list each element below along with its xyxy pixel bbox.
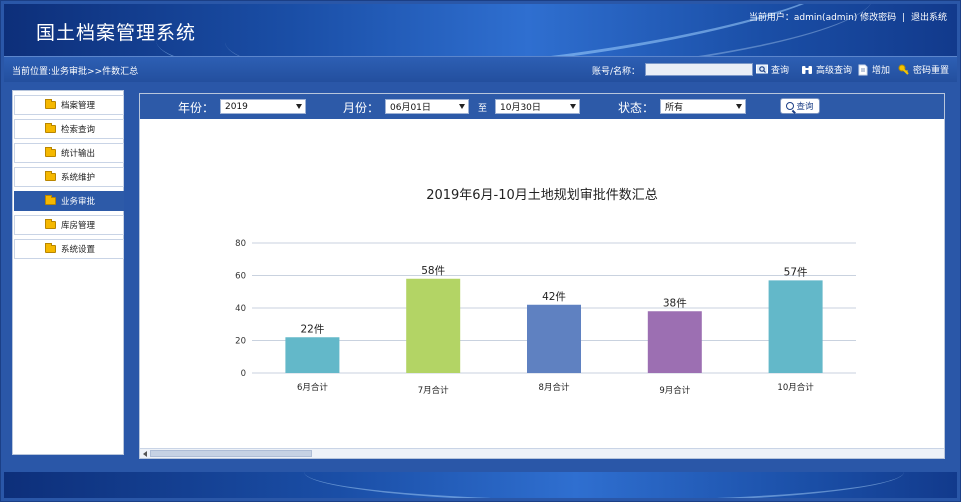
reset-password-button[interactable]: 密码重置 [898, 62, 949, 77]
sidebar-item-statistics-output[interactable]: 统计输出 [14, 143, 124, 163]
year-label: 年份： [178, 101, 215, 115]
app-footer [4, 472, 957, 498]
sidebar-item-label: 系统维护 [61, 173, 96, 183]
sidebar-item-label: 系统设置 [61, 245, 96, 255]
folder-icon [45, 219, 56, 229]
month-end-value: 10月30日 [500, 103, 541, 113]
add-button[interactable]: 增加 [857, 62, 890, 77]
bar-2[interactable] [406, 278, 461, 373]
change-password-link[interactable]: 修改密码 [860, 13, 897, 23]
search-button[interactable]: 查询 [780, 98, 820, 114]
current-user-label: 当前用户：admin(admin) [748, 13, 858, 23]
search-icon [786, 102, 795, 110]
query-button[interactable]: 查询 [756, 62, 789, 77]
key-icon [898, 64, 910, 76]
bar-data-label: 57件 [784, 266, 808, 278]
binoculars-icon [801, 64, 813, 76]
chart-title: 2019年6月-10月土地规划审批件数汇总 [426, 188, 658, 203]
breadcrumb: 当前位置:业务审批>>件数汇总 [12, 67, 139, 77]
bar-chart: 2019年6月-10月土地规划审批件数汇总 0 20 40 60 80 22件 6月合计 5… [235, 188, 856, 396]
user-info: 当前用户：admin(admin) 修改密码 | 退出系统 [749, 10, 947, 23]
bar-data-label: 42件 [542, 291, 566, 303]
x-tick-label: 10月合计 [777, 382, 814, 393]
sidebar: 档案管理 检索查询 统计输出 系统维护 业务审批 库房管理 系统设置 [12, 90, 124, 455]
sidebar-item-label: 检索查询 [61, 125, 96, 135]
year-select-value: 2019 [225, 101, 248, 112]
bar-1[interactable] [285, 337, 340, 373]
sidebar-item-label: 业务审批 [61, 197, 96, 207]
query-button-label: 查询 [771, 66, 790, 76]
account-label: 账号/名称： [592, 67, 641, 77]
logout-link[interactable]: 退出系统 [910, 13, 947, 23]
sidebar-item-archive-management[interactable]: 档案管理 [14, 95, 124, 115]
sidebar-item-system-maintenance[interactable]: 系统维护 [14, 167, 124, 187]
chevron-down-icon [736, 104, 742, 109]
month-end-select[interactable]: 10月30日 [495, 99, 580, 114]
status-select-value: 所有 [665, 103, 684, 113]
bar-data-label: 38件 [663, 297, 687, 309]
y-tick-label: 80 [235, 239, 246, 249]
chevron-down-icon [459, 104, 465, 109]
month-start-select[interactable]: 06月01日 [385, 99, 469, 114]
y-tick-label: 40 [235, 304, 246, 314]
account-input[interactable] [645, 63, 753, 76]
year-select[interactable]: 2019 [220, 99, 306, 114]
folder-icon [45, 147, 56, 157]
advanced-query-button[interactable]: 高级查询 [801, 62, 852, 77]
x-tick-label: 6月合计 [297, 382, 328, 393]
sidebar-item-label: 库房管理 [61, 221, 96, 231]
sidebar-item-warehouse-management[interactable]: 库房管理 [14, 215, 124, 235]
status-select[interactable]: 所有 [660, 99, 746, 114]
folder-icon [45, 243, 56, 253]
bar-data-label: 58件 [421, 265, 445, 277]
y-tick-label: 60 [235, 272, 246, 282]
month-label: 月份： [343, 101, 380, 115]
bar-data-label: 22件 [300, 323, 324, 335]
scrollbar-thumb[interactable] [150, 450, 312, 457]
monitor-search-icon [756, 64, 768, 76]
bar-3[interactable] [527, 304, 581, 373]
main-panel: 年份： 2019 月份： 06月01日 至 10月30日 状态： 所有 查询 2… [139, 93, 945, 459]
sidebar-item-business-approval[interactable]: 业务审批 [14, 191, 124, 211]
app-header: 国土档案管理系统 当前用户：admin(admin) 修改密码 | 退出系统 [4, 4, 957, 56]
sidebar-item-label: 档案管理 [61, 101, 96, 111]
search-button-label: 查询 [796, 102, 814, 112]
filter-bar: 年份： 2019 月份： 06月01日 至 10月30日 状态： 所有 查询 [140, 94, 944, 119]
reset-password-label: 密码重置 [913, 66, 950, 76]
y-tick-label: 0 [241, 369, 246, 379]
x-tick-label: 8月合计 [539, 382, 570, 393]
chevron-down-icon [296, 104, 302, 109]
folder-icon [45, 195, 56, 205]
folder-icon [45, 171, 56, 181]
app-title: 国土档案管理系统 [36, 22, 197, 44]
sidebar-item-search-query[interactable]: 检索查询 [14, 119, 124, 139]
bar-4[interactable] [647, 311, 702, 373]
range-to-label: 至 [478, 104, 488, 114]
month-start-value: 06月01日 [390, 103, 431, 113]
toolbar: 当前位置:业务审批>>件数汇总 账号/名称： 查询 高级查询 增加 密码重置 [4, 56, 957, 82]
sidebar-item-system-settings[interactable]: 系统设置 [14, 239, 124, 259]
footer-decoration [304, 472, 904, 498]
scroll-left-arrow-icon[interactable] [143, 451, 147, 457]
horizontal-scrollbar[interactable] [140, 448, 944, 458]
bar-5[interactable] [768, 280, 823, 373]
chevron-down-icon [570, 104, 576, 109]
x-tick-label: 9月合计 [659, 385, 690, 396]
status-label: 状态： [618, 101, 655, 115]
document-add-icon [857, 64, 869, 76]
chart-area: 2019年6月-10月土地规划审批件数汇总 0 20 40 60 80 22件 6月合计 5… [140, 119, 944, 447]
advanced-query-label: 高级查询 [816, 66, 853, 76]
folder-icon [45, 123, 56, 133]
folder-icon [45, 99, 56, 109]
separator: | [902, 13, 906, 23]
add-button-label: 增加 [872, 66, 891, 76]
sidebar-item-label: 统计输出 [61, 149, 96, 159]
y-tick-label: 20 [235, 337, 246, 347]
x-tick-label: 7月合计 [418, 385, 449, 396]
